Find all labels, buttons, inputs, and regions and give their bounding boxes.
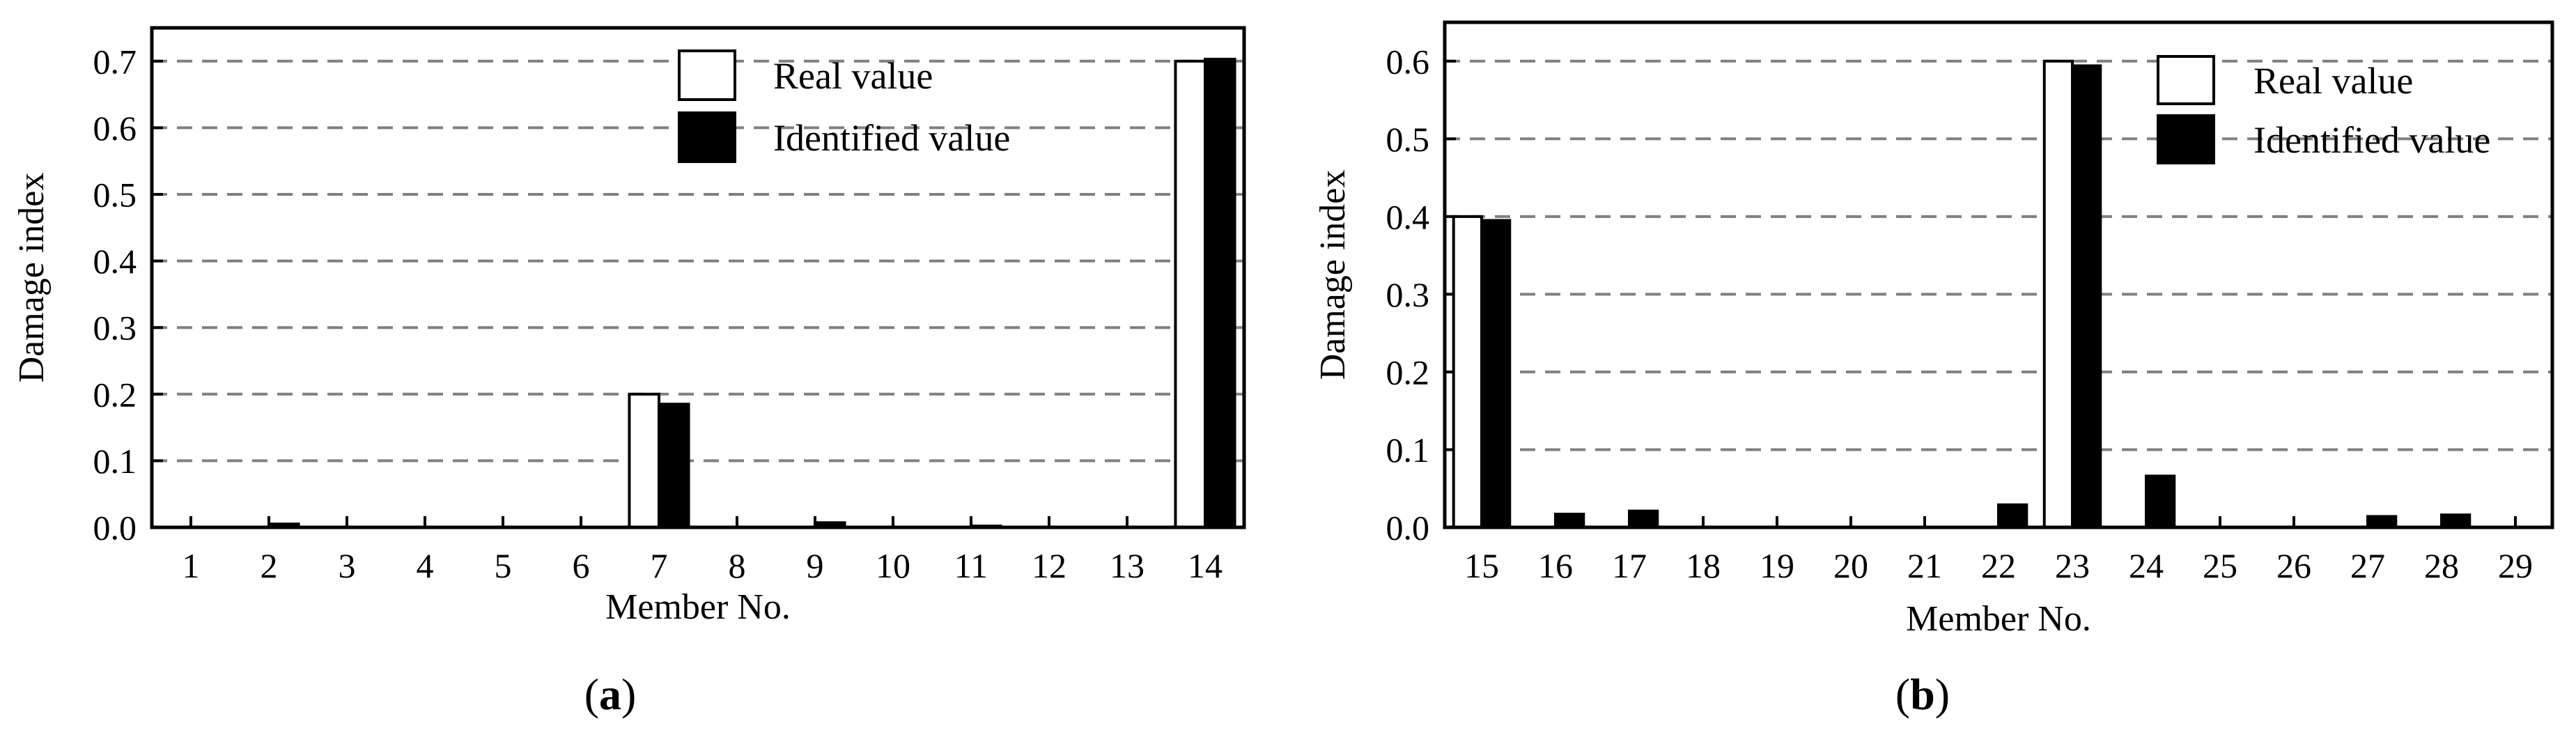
x-tick-label: 23 (2055, 546, 2090, 585)
bar-identified-value (2145, 474, 2176, 529)
x-tick-label: 3 (339, 546, 356, 585)
y-axis-label: Damage index (1313, 170, 1353, 380)
x-tick-label: 21 (1907, 546, 1942, 585)
bar-identified-value (1480, 219, 1512, 529)
x-tick-label: 8 (729, 546, 746, 585)
y-tick-label: 0.4 (93, 242, 137, 281)
legend-swatch-real (2157, 55, 2215, 105)
y-tick-label: 0.7 (93, 42, 137, 81)
legend-swatch-identified (678, 111, 736, 163)
bar-identified-value (1554, 513, 1585, 529)
y-tick-label: 0.5 (93, 176, 137, 215)
y-tick-label: 0.0 (1386, 509, 1430, 548)
panel-label: (a) (584, 669, 637, 719)
x-tick-label: 14 (1188, 546, 1223, 585)
bar-identified-value (1204, 57, 1236, 529)
x-tick-label: 17 (1612, 546, 1647, 585)
x-tick-label: 25 (2203, 546, 2237, 585)
x-tick-label: 12 (1032, 546, 1066, 585)
y-tick-label: 0.2 (93, 375, 137, 414)
x-tick-label: 10 (876, 546, 910, 585)
x-tick-label: 6 (573, 546, 590, 585)
legend-label: Real value (2253, 60, 2413, 102)
x-tick-label: 16 (1538, 546, 1573, 585)
x-tick-label: 2 (261, 546, 278, 585)
y-tick-label: 0.0 (93, 509, 137, 548)
y-tick-label: 0.6 (93, 109, 137, 148)
bar-real-value (2042, 59, 2074, 529)
x-tick-label: 13 (1110, 546, 1145, 585)
x-tick-label: 11 (954, 546, 988, 585)
x-tick-label: 20 (1833, 546, 1868, 585)
y-tick-label: 0.2 (1386, 352, 1430, 392)
legend-swatch-identified (2157, 114, 2215, 164)
x-tick-label: 29 (2498, 546, 2533, 585)
x-tick-label: 28 (2424, 546, 2459, 585)
legend-label: Identified value (773, 117, 1010, 159)
bar-real-value (628, 392, 661, 529)
bar-identified-value (2440, 513, 2472, 529)
x-tick-label: 4 (417, 546, 434, 585)
x-tick-label: 9 (807, 546, 824, 585)
x-axis-label: Member No. (1906, 599, 2091, 639)
y-tick-label: 0.6 (1386, 42, 1430, 81)
y-tick-label: 0.4 (1386, 197, 1430, 236)
x-tick-label: 7 (651, 546, 668, 585)
legend-label: Identified value (2253, 119, 2490, 161)
plot-frame (150, 26, 1246, 529)
legend-swatch-real (678, 49, 736, 101)
bar-identified-value (2071, 64, 2102, 529)
bar-identified-value (1997, 503, 2028, 529)
y-tick-label: 0.1 (1386, 431, 1430, 470)
y-axis-label: Damage index (12, 173, 52, 383)
bar-real-value (1452, 215, 1483, 529)
x-tick-label: 27 (2350, 546, 2385, 585)
bar-identified-value (658, 403, 690, 529)
x-tick-label: 26 (2276, 546, 2311, 585)
y-tick-label: 0.3 (93, 309, 137, 348)
x-axis-label: Member No. (605, 587, 791, 627)
x-tick-label: 22 (1981, 546, 2016, 585)
x-tick-label: 1 (183, 546, 200, 585)
x-tick-label: 18 (1686, 546, 1721, 585)
x-tick-label: 5 (495, 546, 512, 585)
legend-label: Real value (773, 55, 933, 97)
x-tick-label: 19 (1760, 546, 1794, 585)
bar-real-value (1174, 59, 1206, 529)
panel-label: (b) (1895, 669, 1950, 719)
bar-identified-value (1628, 509, 1659, 529)
x-tick-label: 15 (1464, 546, 1499, 585)
y-tick-label: 0.5 (1386, 120, 1430, 159)
y-tick-label: 0.1 (93, 442, 137, 481)
x-tick-label: 24 (2129, 546, 2164, 585)
plot-frame (1443, 20, 2554, 529)
y-tick-label: 0.3 (1386, 275, 1430, 314)
